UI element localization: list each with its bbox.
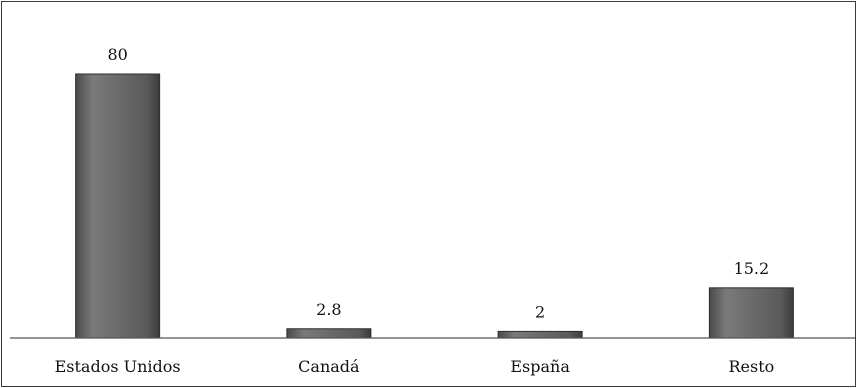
bar-españa [497,330,583,339]
tick-labels-group: Estados Unidos Canadá España Resto [55,357,775,376]
category-tick-label: Resto [728,357,774,376]
category-tick-label: Canadá [298,357,360,376]
bars-group [75,73,794,339]
category-tick-label: España [510,357,570,376]
value-label: 80 [107,45,127,64]
value-label: 2 [535,302,545,321]
category-tick-label: Estados Unidos [55,357,181,376]
value-label: 15.2 [734,259,770,278]
bar-canadá [286,328,372,339]
value-label: 2.8 [316,300,341,319]
bar-estados-unidos [75,73,161,339]
bar-resto [708,287,794,339]
value-labels-group: 80 2.8 2 15.2 [107,45,769,321]
